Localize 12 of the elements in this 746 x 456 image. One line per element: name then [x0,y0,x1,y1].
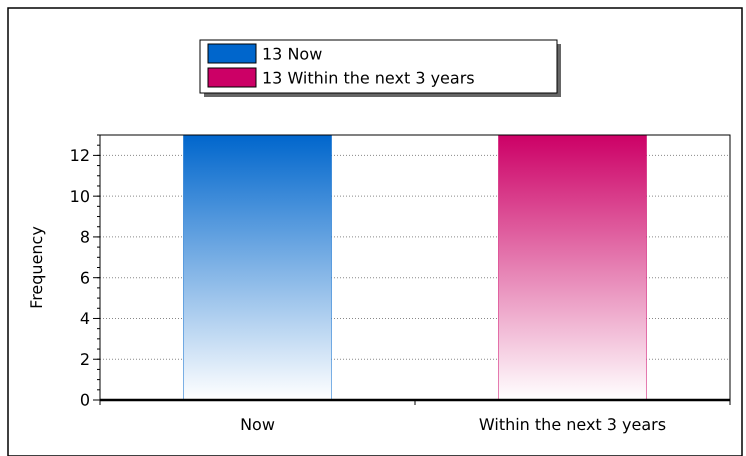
y-tick-label: 4 [80,309,90,328]
y-tick-label: 0 [80,390,90,410]
legend-label: 13 Now [262,44,322,64]
legend-label: 13 Within the next 3 years [262,68,475,88]
y-tick-label: 2 [80,350,90,369]
y-axis-title: Frequency [27,226,46,309]
x-tick-label: Now [240,415,275,434]
y-tick-label: 12 [70,146,90,165]
y-tick-label: 8 [80,228,90,247]
y-tick-label: 6 [80,268,90,288]
x-tick-label: Within the next 3 years [478,415,666,434]
y-tick-label: 10 [70,186,90,206]
